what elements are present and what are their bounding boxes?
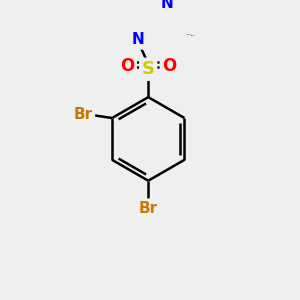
Text: methyl: methyl bbox=[191, 35, 196, 36]
Text: O: O bbox=[120, 57, 134, 75]
Text: Br: Br bbox=[139, 201, 158, 216]
Text: S: S bbox=[142, 60, 155, 78]
Text: N: N bbox=[132, 32, 145, 47]
Text: methyl: methyl bbox=[187, 34, 191, 35]
Text: O: O bbox=[162, 57, 176, 75]
Text: Br: Br bbox=[74, 107, 93, 122]
Text: N: N bbox=[160, 0, 173, 11]
